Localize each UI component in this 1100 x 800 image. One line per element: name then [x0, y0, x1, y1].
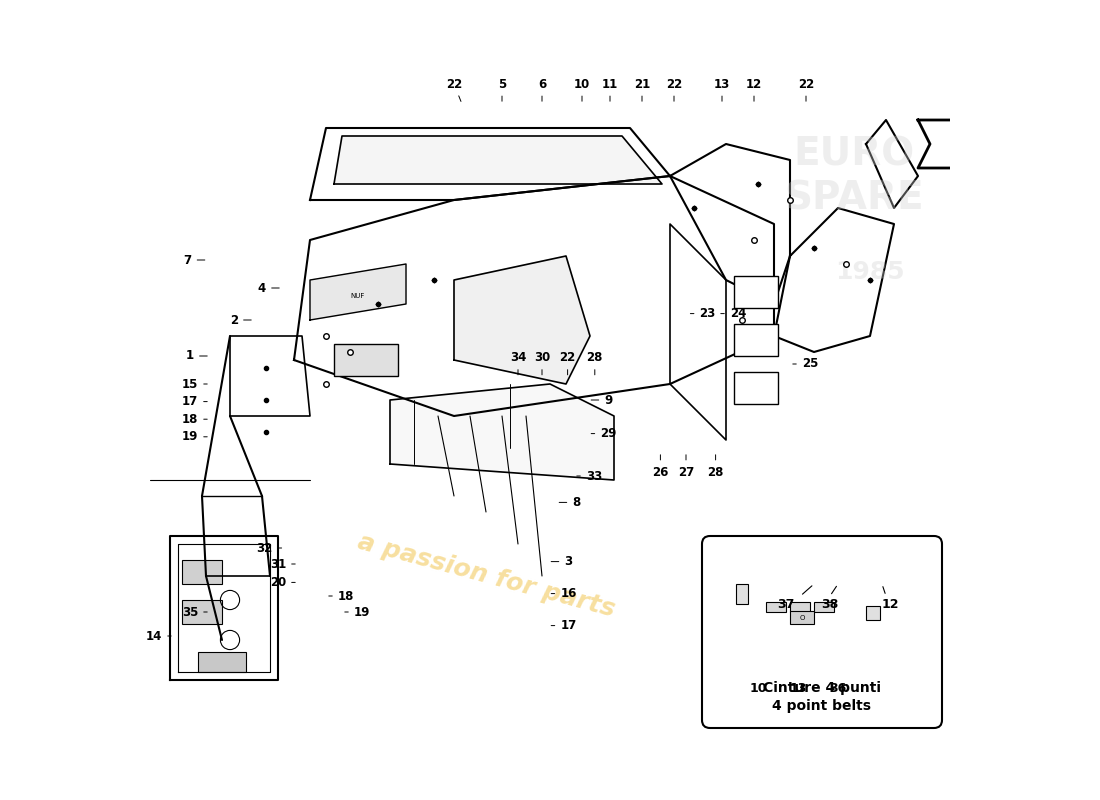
Text: 30: 30 [534, 351, 550, 375]
Bar [790, 611, 814, 624]
Bar [334, 344, 398, 376]
Text: 35: 35 [182, 606, 207, 618]
Text: 10: 10 [749, 682, 767, 694]
Polygon shape [866, 120, 918, 208]
Bar [766, 602, 786, 612]
Bar [790, 602, 810, 612]
Text: 20: 20 [270, 576, 295, 589]
Text: 22: 22 [560, 351, 575, 375]
Text: 4 point belts: 4 point belts [772, 698, 871, 713]
Text: 23: 23 [691, 307, 716, 320]
Text: 22: 22 [798, 78, 814, 102]
Text: 32: 32 [256, 542, 282, 554]
Text: 17: 17 [551, 619, 576, 632]
Text: 26: 26 [652, 454, 669, 478]
Text: O: O [800, 614, 805, 621]
Text: EURO
SPARE: EURO SPARE [784, 135, 924, 217]
Text: 36: 36 [829, 682, 847, 694]
Text: 25: 25 [793, 358, 818, 370]
Text: 13: 13 [790, 682, 806, 694]
Bar [734, 372, 778, 404]
Text: NUF: NUF [351, 293, 365, 299]
FancyBboxPatch shape [702, 536, 942, 728]
Polygon shape [754, 568, 858, 632]
Text: 22: 22 [666, 78, 682, 102]
Polygon shape [230, 336, 310, 416]
Text: 37: 37 [778, 598, 794, 610]
Text: 3: 3 [551, 555, 572, 568]
Text: 6: 6 [538, 78, 546, 102]
Text: 19: 19 [344, 606, 371, 618]
Bar [814, 602, 834, 612]
Text: 12: 12 [746, 78, 762, 102]
Bar [866, 606, 880, 620]
Text: 5: 5 [498, 78, 506, 102]
Text: 33: 33 [576, 470, 602, 482]
Text: 16: 16 [551, 587, 576, 600]
Polygon shape [334, 136, 662, 184]
Polygon shape [170, 536, 278, 680]
Text: Cinture 4 punti: Cinture 4 punti [763, 681, 881, 695]
Polygon shape [670, 144, 790, 304]
Text: 8: 8 [559, 496, 581, 509]
Text: 9: 9 [591, 394, 613, 406]
Bar [198, 652, 246, 672]
Text: 7: 7 [184, 254, 205, 266]
Text: 22: 22 [446, 78, 462, 102]
Text: 18: 18 [182, 413, 207, 426]
Polygon shape [918, 120, 974, 168]
Text: 15: 15 [182, 378, 207, 390]
Text: 13: 13 [714, 78, 730, 102]
Text: a passion for parts: a passion for parts [354, 530, 617, 622]
Text: 21: 21 [634, 78, 650, 102]
Text: 17: 17 [182, 395, 207, 408]
Text: 10: 10 [574, 78, 590, 102]
Text: 18: 18 [329, 590, 354, 602]
Bar [734, 276, 778, 308]
Text: 1985: 1985 [835, 260, 905, 284]
Text: 38: 38 [822, 598, 838, 610]
Polygon shape [294, 176, 774, 416]
Text: 12: 12 [881, 598, 899, 610]
Text: 31: 31 [270, 558, 295, 570]
Text: 24: 24 [720, 307, 746, 320]
Bar [182, 600, 222, 624]
Text: 4: 4 [257, 282, 279, 294]
Polygon shape [310, 264, 406, 320]
Polygon shape [390, 384, 614, 480]
Text: 11: 11 [602, 78, 618, 102]
Text: 2: 2 [230, 314, 251, 326]
Text: 27: 27 [678, 454, 694, 478]
Polygon shape [670, 224, 726, 440]
Text: 29: 29 [591, 427, 617, 440]
Text: 28: 28 [586, 351, 603, 375]
Bar [734, 324, 778, 356]
Bar [182, 560, 222, 584]
Text: 1: 1 [186, 350, 207, 362]
Text: 34: 34 [509, 351, 526, 375]
Bar [736, 584, 748, 604]
Polygon shape [774, 208, 894, 352]
Text: 14: 14 [146, 630, 172, 642]
Polygon shape [454, 256, 590, 384]
Text: 19: 19 [182, 430, 207, 443]
Polygon shape [854, 560, 894, 624]
Text: 28: 28 [707, 454, 724, 478]
Polygon shape [310, 128, 670, 200]
